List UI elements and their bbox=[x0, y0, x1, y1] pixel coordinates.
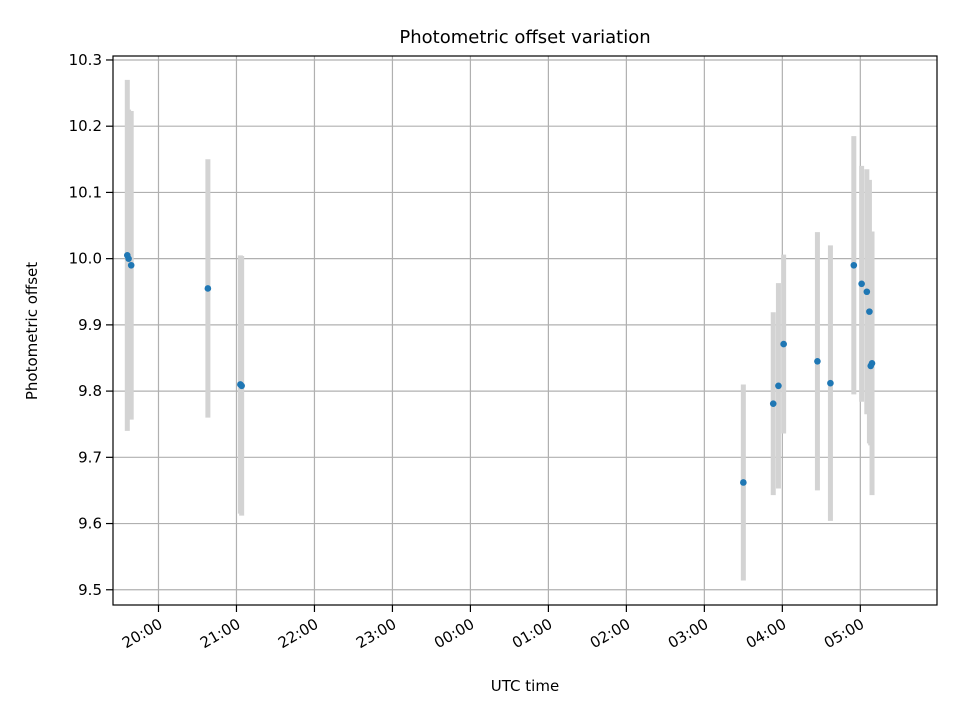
plot-frame bbox=[112, 55, 938, 606]
data-point-14 bbox=[863, 288, 871, 296]
data-point-12 bbox=[850, 261, 858, 269]
y-tick-label: 10.0 bbox=[69, 250, 102, 268]
data-point-3 bbox=[204, 285, 212, 292]
data-point-2 bbox=[127, 261, 135, 269]
y-tick-label: 9.6 bbox=[78, 515, 102, 533]
y-tick-label: 9.9 bbox=[78, 316, 102, 334]
data-point-7 bbox=[769, 400, 777, 407]
data-point-8 bbox=[775, 382, 782, 390]
y-tick-label: 9.5 bbox=[78, 581, 102, 599]
y-axis-ticks: 9.5 9.6 9.7 9.8 9.9 10.0 10.1 10.2 10.3 bbox=[69, 51, 113, 599]
data-point-6 bbox=[740, 479, 747, 486]
data-points bbox=[123, 252, 876, 486]
data-point-5 bbox=[238, 382, 245, 390]
data-point-9 bbox=[780, 340, 787, 348]
y-tick-label: 10.3 bbox=[69, 51, 102, 69]
chart-title: Photometric offset variation bbox=[399, 27, 650, 48]
data-point-13 bbox=[858, 280, 865, 288]
y-tick-label: 9.7 bbox=[78, 448, 102, 466]
data-point-1 bbox=[125, 255, 132, 262]
data-point-15 bbox=[866, 308, 873, 315]
y-tick-label: 10.1 bbox=[69, 183, 102, 201]
y-axis-label: Photometric offset bbox=[23, 262, 41, 400]
data-point-10 bbox=[814, 357, 821, 365]
data-point-11 bbox=[827, 379, 834, 387]
y-tick-label: 10.2 bbox=[69, 117, 102, 135]
x-axis-label: UTC time bbox=[491, 677, 559, 695]
y-tick-label: 9.8 bbox=[78, 382, 102, 400]
data-point-17 bbox=[868, 359, 876, 367]
